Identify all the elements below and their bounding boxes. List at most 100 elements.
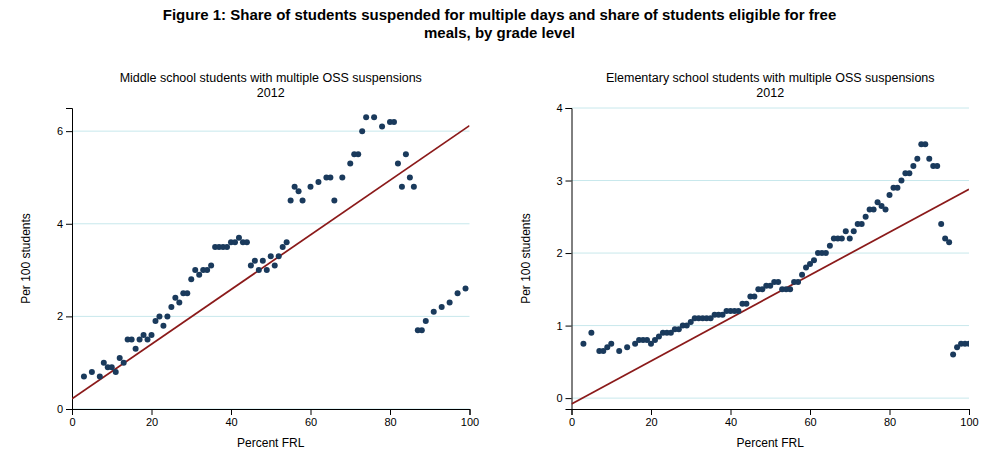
scatter-point	[355, 151, 361, 157]
scatter-point	[117, 355, 123, 361]
scatter-point	[735, 308, 741, 314]
chart-title: Elementary school students with multiple…	[606, 71, 935, 100]
scatter-point	[89, 369, 95, 375]
x-tick: 40	[725, 409, 737, 428]
y-tick: 2	[57, 310, 72, 322]
x-tick: 100	[461, 409, 479, 428]
scatter-point	[823, 250, 829, 256]
marks	[72, 114, 470, 399]
x-tick-mark	[651, 409, 652, 415]
scatter-point	[101, 360, 107, 366]
x-tick: 80	[384, 409, 396, 428]
figure-title: Figure 1: Share of students suspended fo…	[163, 6, 836, 41]
scatter-point	[934, 163, 940, 169]
scatter-point	[141, 332, 147, 338]
scatter-point	[109, 364, 115, 370]
scatter-point	[894, 185, 900, 191]
y-tick: 3	[556, 175, 571, 187]
scatter-point	[264, 267, 270, 273]
text-line: Figure 1: Share of students suspended fo…	[163, 6, 836, 23]
y-tick: 6	[57, 125, 72, 137]
scatter-point	[327, 174, 333, 180]
y-tick-label: 1	[556, 320, 562, 332]
scatter-point	[248, 262, 254, 268]
scatter-point	[616, 348, 622, 354]
x-tick-mark	[810, 409, 811, 415]
scatter-point	[244, 239, 250, 245]
x-tick-label: 80	[884, 416, 896, 428]
scatter-point	[787, 286, 793, 292]
x-tick-label: 60	[804, 416, 816, 428]
scatter-point	[863, 214, 869, 220]
scatter-point	[252, 258, 258, 264]
grid	[572, 108, 970, 398]
y-tick-label: 4	[556, 102, 562, 114]
scatter-point	[296, 188, 302, 194]
scatter-point	[121, 360, 127, 366]
scatter-point	[431, 309, 437, 315]
x-tick-label: 0	[569, 416, 575, 428]
scatter-point	[843, 228, 849, 234]
scatter-point	[411, 184, 417, 190]
scatter-point	[859, 221, 865, 227]
scatter-point	[851, 228, 857, 234]
y-tick-label: 3	[556, 175, 562, 187]
panel: 0204060801000246Middle school students w…	[19, 71, 479, 450]
scatter-point	[847, 236, 853, 242]
x-tick-mark	[470, 409, 471, 415]
scatter-point	[946, 239, 952, 245]
x-tick: 20	[645, 409, 657, 428]
scatter-point	[395, 161, 401, 167]
x-tick: 100	[960, 409, 978, 428]
scatter-point	[188, 276, 194, 282]
scatter-point	[224, 244, 230, 250]
scatter-point	[827, 243, 833, 249]
y-tick: 0	[57, 403, 72, 415]
scatter-point	[276, 253, 282, 259]
scatter-point	[743, 301, 749, 307]
trend-line	[572, 189, 970, 404]
scatter-point	[176, 299, 182, 305]
panel: 02040608010001234Elementary school stude…	[519, 71, 979, 450]
grid-line	[572, 108, 970, 109]
scatter-point	[280, 244, 286, 250]
scatter-point	[288, 198, 294, 204]
y-tick-mark	[566, 398, 572, 399]
y-axis-line	[566, 109, 573, 410]
scatter-point	[439, 304, 445, 310]
scatter-point	[284, 239, 290, 245]
scatter-point	[160, 323, 166, 329]
scatter-point	[391, 119, 397, 125]
scatter-point	[811, 257, 817, 263]
x-tick: 60	[804, 409, 816, 428]
x-tick-label: 40	[225, 416, 237, 428]
x-axis-line	[572, 410, 970, 416]
y-tick-mark	[66, 409, 72, 410]
scatter-point	[292, 184, 298, 190]
scatter-point	[914, 156, 920, 162]
scatter-point	[906, 170, 912, 176]
x-tick-label: 100	[461, 416, 479, 428]
x-tick-label: 80	[384, 416, 396, 428]
grid-line	[572, 325, 970, 326]
scatter-point	[966, 341, 969, 347]
scatter-point	[308, 184, 314, 190]
y-tick-mark	[66, 131, 72, 132]
scatter-point	[950, 352, 956, 358]
scatter-point	[184, 290, 190, 296]
x-tick-label: 20	[645, 416, 657, 428]
x-tick: 0	[69, 409, 75, 428]
y-tick-mark	[566, 181, 572, 182]
y-tick-mark	[66, 224, 72, 225]
text-line: 2012	[257, 86, 285, 100]
scatter-point	[300, 198, 306, 204]
text-line: Elementary school students with multiple…	[606, 71, 935, 85]
scatter-point	[315, 179, 321, 185]
y-tick-mark	[566, 108, 572, 109]
y-axis: 0246	[57, 109, 73, 416]
y-tick-mark	[566, 326, 572, 327]
scatter-point	[799, 272, 805, 278]
x-tick-mark	[152, 409, 153, 415]
scatter-point	[463, 286, 469, 292]
grid-line	[572, 398, 970, 399]
